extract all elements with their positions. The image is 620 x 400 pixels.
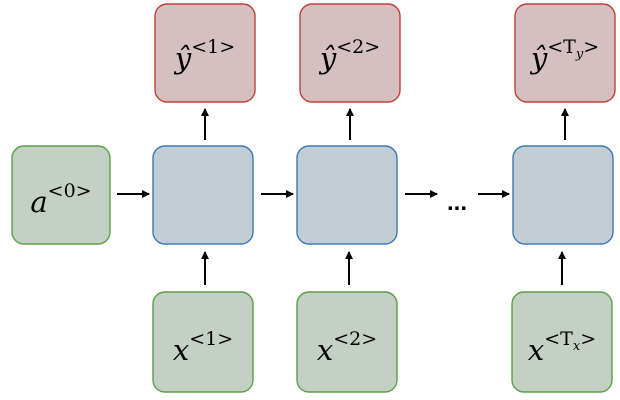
input-label-tx: x<Tx>	[528, 328, 596, 367]
output-box-2	[299, 3, 401, 103]
input-label-1: x<1>	[173, 328, 233, 367]
input-label-2: x<2>	[317, 328, 377, 367]
initial-state-label: a<0>	[30, 180, 91, 219]
cell-box-2	[296, 145, 398, 245]
input-box-1	[152, 291, 254, 393]
ellipsis: ...	[447, 189, 467, 216]
output-label-2: ŷ<2>	[318, 36, 380, 75]
input-box-tx	[511, 291, 613, 393]
output-label-1: ŷ<1>	[173, 36, 235, 75]
output-box-1	[154, 3, 256, 103]
output-box-ty	[514, 3, 616, 103]
cell-box-1	[152, 145, 254, 245]
initial-state-box	[11, 145, 111, 245]
output-label-ty: ŷ<Ty>	[529, 36, 599, 75]
cell-box-ty	[512, 145, 614, 245]
input-box-2	[296, 291, 398, 393]
